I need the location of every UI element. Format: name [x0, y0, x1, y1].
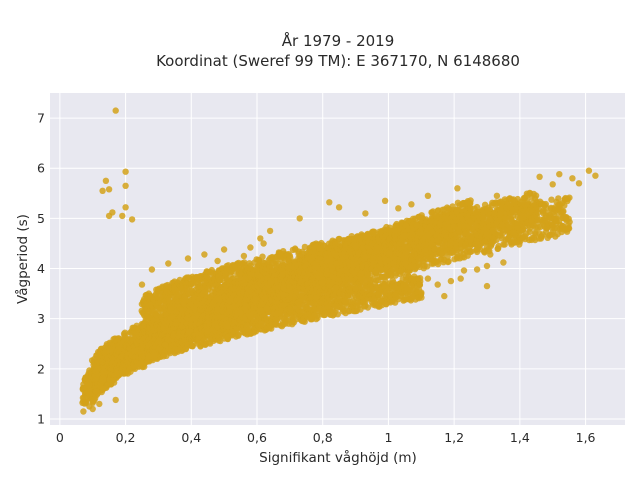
grid-lines — [50, 93, 625, 425]
scatter-point — [532, 192, 540, 199]
scatter-points — [79, 107, 599, 415]
scatter-point — [80, 408, 87, 415]
scatter-point — [467, 199, 474, 207]
scatter-point — [473, 203, 481, 211]
scatter-point — [121, 329, 129, 336]
